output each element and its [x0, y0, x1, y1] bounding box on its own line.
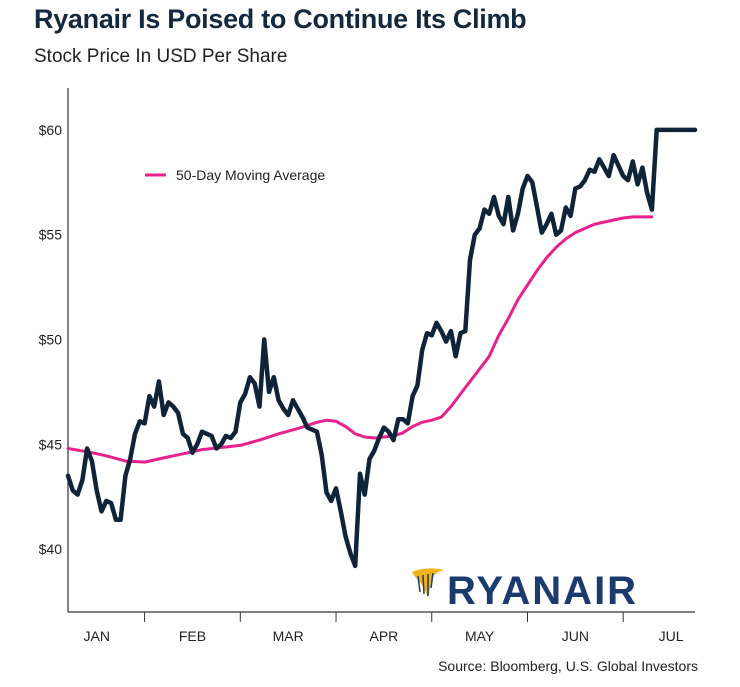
y-tick-label: $45: [39, 436, 63, 452]
x-tick-label: JAN: [83, 628, 109, 644]
y-tick-labels: $60 $55 $50 $45 $40: [39, 122, 63, 557]
x-tick-labels: JAN FEB MAR APR MAY JUN JUL: [83, 628, 683, 644]
x-axis: JAN FEB MAR APR MAY JUN JUL: [68, 611, 695, 644]
chart-subtitle: Stock Price In USD Per Share: [34, 46, 288, 67]
x-tick-label: MAR: [273, 628, 304, 644]
chart-title: Ryanair Is Poised to Continue Its Climb: [34, 4, 527, 34]
series-group: [65, 127, 698, 569]
x-tick-label: FEB: [179, 628, 206, 644]
y-tick-label: $40: [39, 541, 63, 557]
logo-text: RYANAIR: [447, 569, 638, 613]
y-tick-label: $60: [39, 122, 63, 138]
source-note: Source: Bloomberg, U.S. Global Investors: [438, 658, 698, 674]
moving-average-line: [66, 215, 654, 464]
x-tick-label: JUL: [659, 628, 684, 644]
x-separators: [144, 612, 624, 622]
x-tick-label: APR: [369, 628, 398, 644]
price-line: [65, 127, 698, 569]
x-tick-label: JUN: [562, 628, 589, 644]
y-tick-label: $55: [39, 227, 63, 243]
x-tick-label: MAY: [465, 628, 495, 644]
harp-icon: [412, 568, 444, 598]
legend-label-moving-average: 50-Day Moving Average: [176, 167, 325, 183]
y-tick-label: $50: [39, 332, 63, 348]
legend: 50-Day Moving Average: [145, 167, 325, 183]
y-axis: $60 $55 $50 $45 $40: [39, 88, 69, 612]
ryanair-logo: RYANAIR: [412, 568, 638, 613]
